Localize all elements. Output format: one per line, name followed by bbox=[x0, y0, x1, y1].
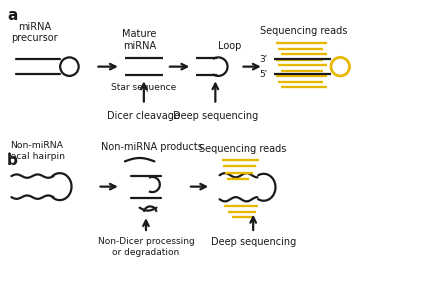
Text: b: b bbox=[7, 153, 18, 168]
Text: Sequencing reads: Sequencing reads bbox=[259, 26, 346, 36]
Text: Non-Dicer processing
or degradation: Non-Dicer processing or degradation bbox=[98, 237, 194, 257]
Text: Mature
miRNA: Mature miRNA bbox=[122, 29, 156, 51]
Text: Non-miRNA
local hairpin: Non-miRNA local hairpin bbox=[8, 141, 65, 160]
Text: Non-miRNA products: Non-miRNA products bbox=[101, 142, 203, 152]
Text: Deep sequencing: Deep sequencing bbox=[210, 237, 295, 247]
Text: Dicer cleavage: Dicer cleavage bbox=[107, 111, 180, 121]
Text: Star sequence: Star sequence bbox=[111, 83, 176, 92]
Text: a: a bbox=[7, 8, 17, 23]
Text: Deep sequencing: Deep sequencing bbox=[172, 111, 257, 121]
Text: miRNA
precursor: miRNA precursor bbox=[11, 22, 58, 43]
Text: Loop: Loop bbox=[217, 41, 240, 51]
Text: 5ʹ: 5ʹ bbox=[259, 70, 267, 79]
Text: Sequencing reads: Sequencing reads bbox=[199, 144, 286, 154]
Text: 3ʹ: 3ʹ bbox=[259, 55, 267, 63]
